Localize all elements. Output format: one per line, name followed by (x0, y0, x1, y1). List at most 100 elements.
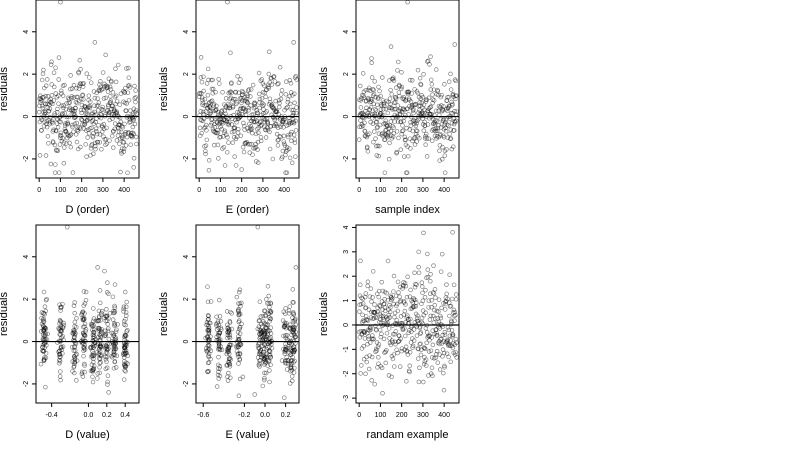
data-point (88, 99, 93, 105)
data-point (358, 301, 364, 307)
data-point (256, 70, 262, 76)
data-point (275, 82, 280, 87)
data-point (421, 102, 427, 107)
data-point (369, 354, 375, 360)
panel-sample-index: 0 100 200 300 400 -2 0 2 4 sample index residuals (318, 0, 460, 216)
data-point (123, 369, 128, 374)
data-point (81, 97, 86, 102)
data-point (236, 319, 242, 325)
data-point (387, 303, 392, 308)
data-point (104, 290, 110, 295)
data-point (293, 334, 298, 340)
y-tick-label: 2 (23, 297, 30, 301)
data-point (259, 96, 265, 101)
data-point (91, 351, 96, 356)
data-point (387, 309, 393, 315)
data-point (449, 146, 455, 152)
data-point (403, 320, 408, 325)
data-point (74, 139, 80, 145)
data-point (64, 101, 69, 106)
data-point (266, 71, 272, 77)
data-point (402, 280, 408, 286)
data-point (213, 89, 218, 95)
data-point (446, 343, 451, 348)
data-point (442, 332, 448, 338)
data-point (433, 108, 439, 114)
data-point (254, 108, 259, 113)
data-point (248, 87, 254, 92)
data-point (393, 329, 398, 334)
data-point (245, 100, 250, 106)
data-point (71, 129, 76, 135)
data-point (265, 284, 271, 289)
data-point (125, 353, 130, 359)
data-point (206, 168, 212, 173)
data-point (224, 150, 230, 155)
data-point (72, 108, 77, 114)
data-point (449, 296, 455, 302)
x-tick-label: 300 (417, 187, 429, 194)
data-point (198, 75, 204, 80)
x-tick-label: 100 (375, 187, 387, 194)
data-point (103, 346, 108, 351)
y-tick-label: -2 (343, 371, 350, 377)
data-point (109, 79, 114, 85)
data-point (119, 135, 125, 141)
data-point (382, 305, 388, 310)
data-point (389, 92, 394, 97)
data-point (433, 295, 438, 300)
data-point (415, 356, 421, 361)
data-point (438, 116, 443, 122)
data-point (452, 309, 458, 315)
plot-frame (355, 224, 460, 404)
data-point (98, 318, 103, 323)
data-point (105, 280, 110, 285)
data-point (377, 327, 383, 333)
data-point (411, 327, 417, 332)
data-point (84, 154, 89, 159)
data-point (428, 279, 433, 284)
data-point (267, 379, 272, 385)
data-point (114, 93, 119, 98)
data-point (122, 90, 128, 95)
data-point (391, 78, 397, 83)
data-point (226, 122, 232, 128)
data-point (422, 294, 428, 300)
data-point (223, 96, 229, 101)
data-point (91, 323, 96, 328)
data-point (363, 87, 369, 93)
data-point (369, 56, 374, 61)
data-point (437, 367, 443, 372)
data-point (198, 55, 204, 60)
y-tick-label: -2 (343, 156, 350, 162)
data-point (365, 149, 371, 154)
data-point (46, 108, 52, 114)
data-point (365, 144, 370, 150)
data-point (380, 323, 385, 329)
data-point (204, 349, 210, 354)
data-point (57, 374, 63, 379)
data-point (83, 128, 89, 133)
data-point (107, 117, 112, 123)
data-point (262, 370, 267, 376)
data-point (217, 346, 223, 352)
data-point (120, 135, 125, 140)
data-point (216, 344, 222, 349)
data-point (62, 111, 67, 116)
data-point (257, 358, 262, 363)
data-point (200, 97, 205, 103)
data-point (263, 370, 269, 376)
data-point (61, 145, 67, 150)
data-point (206, 353, 211, 359)
data-point (197, 125, 203, 131)
data-point (448, 303, 454, 309)
data-point (395, 119, 401, 124)
data-point (219, 347, 225, 353)
data-point (408, 123, 414, 128)
data-point (284, 105, 289, 111)
data-point (238, 77, 243, 82)
data-point (96, 318, 101, 323)
data-point (89, 141, 95, 147)
data-point (95, 108, 101, 113)
data-point (78, 81, 84, 87)
